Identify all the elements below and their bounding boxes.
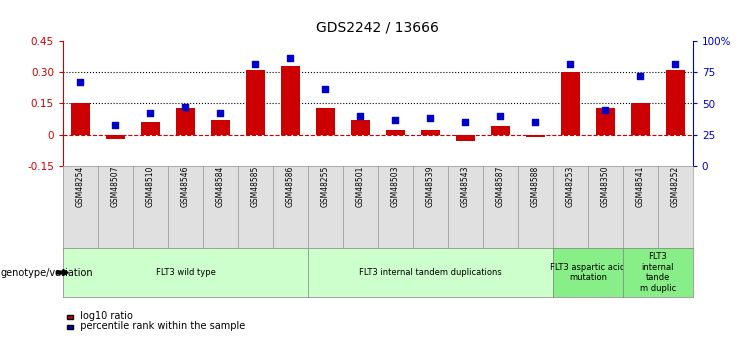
Point xyxy=(110,122,122,127)
Bar xyxy=(176,108,195,135)
Text: FLT3 internal tandem duplications: FLT3 internal tandem duplications xyxy=(359,268,502,277)
Text: GSM48586: GSM48586 xyxy=(286,166,295,207)
Bar xyxy=(665,70,685,135)
Bar xyxy=(631,104,650,135)
Bar xyxy=(456,135,475,141)
Bar xyxy=(491,126,510,135)
Bar xyxy=(71,104,90,135)
Point xyxy=(215,111,227,116)
Point xyxy=(285,55,296,60)
Text: GSM48588: GSM48588 xyxy=(531,166,540,207)
Text: GSM48501: GSM48501 xyxy=(356,166,365,207)
Text: GSM48255: GSM48255 xyxy=(321,166,330,207)
Point xyxy=(144,111,156,116)
Text: GSM48350: GSM48350 xyxy=(601,166,610,207)
Text: FLT3 aspartic acid
mutation: FLT3 aspartic acid mutation xyxy=(551,263,625,282)
Text: GSM48539: GSM48539 xyxy=(426,166,435,207)
Point xyxy=(319,86,331,91)
Point xyxy=(250,61,262,67)
Bar xyxy=(421,130,440,135)
Text: genotype/variation: genotype/variation xyxy=(1,268,93,277)
Text: GSM48543: GSM48543 xyxy=(461,166,470,207)
Text: GSM48252: GSM48252 xyxy=(671,166,679,207)
Point xyxy=(459,119,471,125)
Bar xyxy=(350,120,370,135)
Point xyxy=(354,113,366,119)
Bar xyxy=(561,72,580,135)
Text: GSM48546: GSM48546 xyxy=(181,166,190,207)
Point xyxy=(565,61,576,67)
Bar xyxy=(246,70,265,135)
Point xyxy=(75,80,87,85)
Point xyxy=(669,61,681,67)
Text: GSM48587: GSM48587 xyxy=(496,166,505,207)
Bar xyxy=(211,120,230,135)
Text: GSM48541: GSM48541 xyxy=(636,166,645,207)
Text: GSM48503: GSM48503 xyxy=(391,166,400,207)
Point xyxy=(425,116,436,121)
Text: GSM48507: GSM48507 xyxy=(111,166,120,207)
Text: GSM48584: GSM48584 xyxy=(216,166,225,207)
Bar xyxy=(386,130,405,135)
Point xyxy=(529,119,541,125)
Bar xyxy=(141,122,160,135)
Text: GSM48253: GSM48253 xyxy=(566,166,575,207)
Text: GSM48585: GSM48585 xyxy=(251,166,260,207)
Text: GDS2242 / 13666: GDS2242 / 13666 xyxy=(316,20,439,34)
Text: GSM48510: GSM48510 xyxy=(146,166,155,207)
Point xyxy=(599,107,611,112)
Point xyxy=(390,117,402,122)
Bar xyxy=(526,135,545,137)
Point xyxy=(634,73,646,79)
Point xyxy=(179,105,191,110)
Bar xyxy=(281,66,300,135)
Bar xyxy=(106,135,125,139)
Bar xyxy=(316,108,335,135)
Bar xyxy=(596,108,615,135)
Point xyxy=(494,113,506,119)
Text: percentile rank within the sample: percentile rank within the sample xyxy=(74,321,245,331)
Text: FLT3
internal
tande
m duplic: FLT3 internal tande m duplic xyxy=(639,253,676,293)
Text: log10 ratio: log10 ratio xyxy=(74,311,133,321)
Text: FLT3 wild type: FLT3 wild type xyxy=(156,268,216,277)
Text: GSM48254: GSM48254 xyxy=(76,166,85,207)
